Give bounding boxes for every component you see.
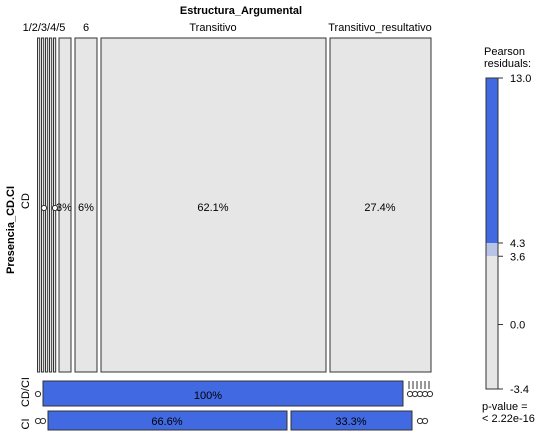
mosaic-dot-ci-4 [416,390,424,398]
chart-title: Estructura_Argumental [180,5,302,17]
pvalue-line-1: p-value = [482,401,528,413]
mosaic-cell-cd-transitivo [100,37,327,373]
cell-label-7: 33.3% [335,416,366,428]
column-label-4: Transitivo_resultativo [328,22,432,34]
y-axis-title: Presencia_CD.CI [5,186,17,274]
legend-tick-label-1: 13.0 [510,73,531,85]
legend-bar-outline [485,77,499,390]
mosaic-cell-cd-thin-1 [37,37,41,373]
row-label-cd-ci: CD/CI [20,377,32,407]
legend-tick-label-4: 0.0 [510,320,525,332]
column-label-2: 6 [83,22,89,34]
cell-label-2: 6% [78,202,94,214]
column-label-3: Transitivo [189,22,236,34]
mosaic-cell-cd-6 [74,37,98,373]
legend-band-positive [486,78,498,243]
mosaic-cell-cd-5 [58,37,72,373]
legend-tick-label-5: -3.4 [510,384,529,396]
cell-label-6: 66.6% [151,416,182,428]
legend-band-neutral [486,256,498,389]
mosaic-dot-ci-1 [34,390,42,398]
mosaic-cell-ci-main [42,380,404,407]
mosaic-cell-cdci-a [47,410,288,431]
mosaic-cell-cd-thin-4 [49,37,53,373]
mosaic-cell-cd-transitivo-resultativo [329,37,432,373]
mosaic-dot-cdci-3 [416,417,424,425]
row-label-cd: CD [20,193,32,209]
legend-tick-label-2: 4.3 [510,238,525,250]
mosaic-dot-cdci-2 [39,417,47,425]
mosaic-dot-cdci-1 [34,417,42,425]
mosaic-dot-ci-2 [406,390,414,398]
cell-label-4: 27.4% [364,202,395,214]
cell-label-1: 3% [56,202,72,214]
mosaic-dot-ci-3 [411,390,419,398]
mosaic-dot-ci-5 [421,390,429,398]
row-label-ci: CI [20,419,32,430]
mosaic-dot-cd-2 [51,204,59,212]
pvalue-line-2: < 2.22e-16 [482,413,535,425]
cell-label-3: 62.1% [197,202,228,214]
mosaic-labels: 3% 6% 62.1% 27.4% 100% 66.6% 33.3% Estructura_A… [5,5,432,430]
cell-label-5: 100% [194,390,222,402]
mosaic-dot-ci-6 [426,390,434,398]
mosaic-dot-cdci-4 [421,417,429,425]
legend-tick-label-3: 3.6 [510,251,525,263]
legend-title-line-1: Pearson [484,46,525,58]
mosaic-cell-cdci-b [290,410,413,431]
legend-band-mid [486,242,498,257]
legend-title-line-2: residuals: [484,58,531,70]
mosaic-cells [34,37,434,431]
mosaic-cell-cd-thin-3 [45,37,49,373]
column-label-1: 1/2/3/4/5 [23,22,66,34]
mosaic-dot-cd-1 [40,204,48,212]
